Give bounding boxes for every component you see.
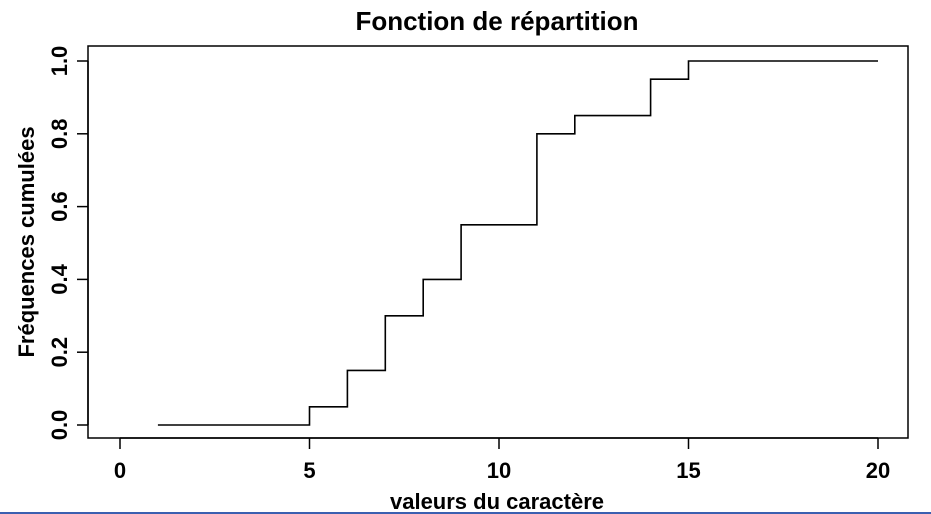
- step-line: [157, 60, 878, 426]
- x-tick-label: 20: [866, 458, 890, 483]
- x-tick-label: 0: [114, 458, 126, 483]
- y-tick-label: 0.8: [47, 119, 72, 150]
- chart-title: Fonction de répartition: [355, 6, 638, 36]
- y-tick-label: 0.0: [47, 410, 72, 441]
- x-axis-label: valeurs du caractère: [390, 489, 604, 514]
- x-tick-label: 10: [487, 458, 511, 483]
- x-tick-label: 15: [676, 458, 700, 483]
- y-tick-label: 0.2: [47, 337, 72, 368]
- x-axis: 0 5 10 15 20: [114, 437, 890, 483]
- plot-frame: [87, 45, 909, 439]
- y-tick-label: 0.4: [47, 263, 72, 294]
- y-tick-label: 1.0: [47, 46, 72, 77]
- y-axis-label: Fréquences cumulées: [14, 126, 39, 357]
- y-axis: 0.0 0.2 0.4 0.6 0.8 1.0: [47, 46, 89, 441]
- bottom-divider: [0, 512, 931, 514]
- y-tick-label: 0.6: [47, 191, 72, 222]
- x-tick-label: 5: [303, 458, 315, 483]
